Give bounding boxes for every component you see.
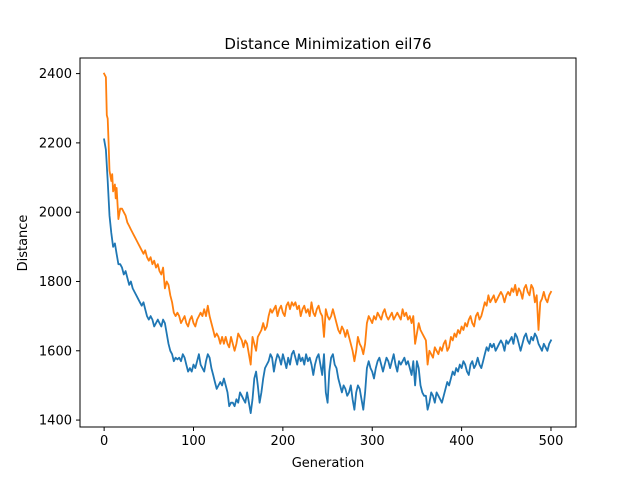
plot-frame [79,57,577,428]
y-tick-label: 1400 [39,414,72,429]
y-axis-label: Distance [16,215,31,272]
x-axis-label: Generation [292,456,365,471]
chart-title: Distance Minimization eil76 [224,35,431,53]
series-line-2 [102,72,553,366]
x-tick-label: 100 [181,434,206,449]
y-axis: 1400 1600 1800 2000 2200 2400 [39,67,80,429]
x-axis: 0 100 200 300 400 500 [100,427,563,449]
y-tick-label: 2000 [39,206,72,221]
y-tick-label: 1600 [39,344,72,359]
x-tick-label: 200 [270,434,295,449]
x-tick-label: 400 [449,434,474,449]
y-tick-label: 1800 [39,275,72,290]
x-tick-label: 500 [539,434,564,449]
x-tick-label: 300 [360,434,385,449]
series-line-1 [103,138,553,414]
x-tick-label: 0 [100,434,108,449]
series-layer [102,72,553,414]
y-tick-label: 2400 [39,67,72,82]
y-tick-label: 2200 [39,136,72,151]
